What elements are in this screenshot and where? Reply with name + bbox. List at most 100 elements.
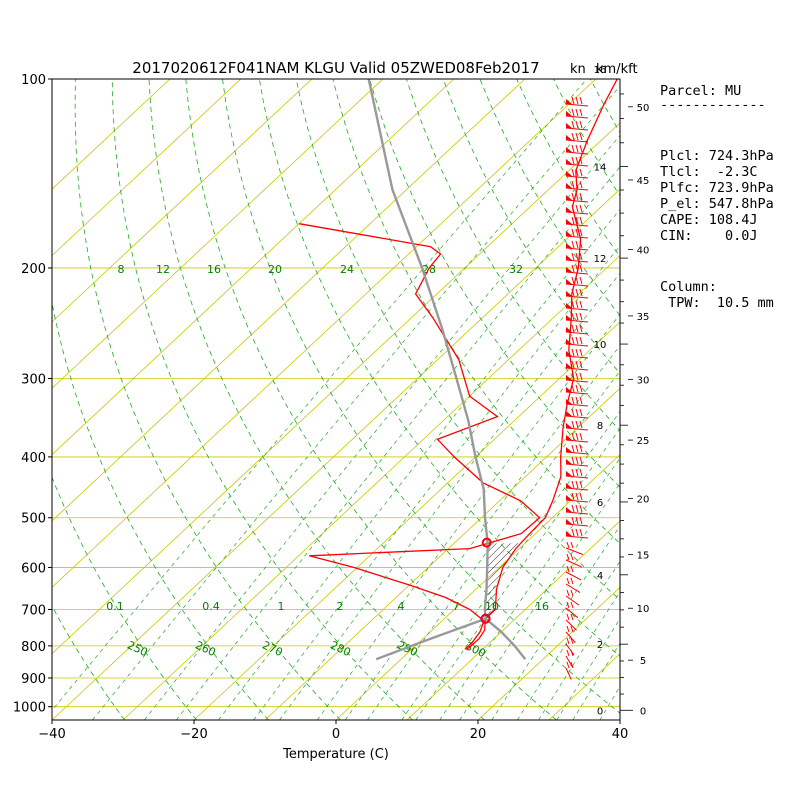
wind-barb: [565, 312, 589, 323]
barb-shaft: [565, 427, 589, 431]
barb-shaft: [565, 439, 589, 443]
barb-shaft: [565, 139, 589, 143]
barb-flag: [566, 231, 572, 236]
barb-feather: [571, 528, 575, 537]
p-tick-label: 900: [21, 672, 46, 687]
barb-flag: [566, 255, 572, 260]
barb-feather: [570, 589, 574, 597]
isotherm: [52, 79, 455, 456]
barb-feather: [571, 120, 575, 129]
parcel-line-plfc: Plfc: 723.9hPa: [660, 180, 774, 196]
barb-feather: [575, 324, 579, 333]
barb-feather: [575, 420, 579, 429]
barb-feather: [575, 504, 579, 513]
wind-barb: [565, 553, 583, 568]
barb-feather: [571, 156, 575, 165]
barb-feather: [571, 132, 575, 141]
parcel-line-tlcl: Tlcl: -2.3C: [660, 164, 758, 180]
barb-feather: [571, 192, 575, 201]
dry-adiabat: [52, 300, 269, 720]
parcel-line-pel: P_el: 547.8hPa: [660, 196, 774, 212]
barb-flag: [566, 363, 572, 368]
kft-label: 15: [637, 550, 650, 561]
height-axis: 0 2 4 6 8 10 12 14 16 0 5 10 15 20 25 30 35 40 45 50: [594, 65, 650, 720]
isotherm: [193, 321, 620, 720]
barb-flag: [566, 471, 572, 476]
barb-shaft: [565, 115, 589, 119]
marker-lfc: [480, 613, 491, 624]
barb-shaft: [565, 571, 582, 581]
grid-labels: 2502602702802903000.10.41247101681216202…: [106, 263, 549, 660]
barb-feather: [570, 637, 574, 645]
barb-flag: [566, 315, 572, 320]
barb-feather: [579, 420, 583, 429]
mixing-ratio-label: 8: [118, 263, 125, 276]
kft-label: 25: [637, 436, 650, 447]
wind-barb: [565, 396, 589, 407]
x-tick-label: −40: [38, 727, 65, 742]
barb-shaft: [565, 343, 589, 347]
barb-feather: [571, 396, 575, 405]
p-tick-label: 1000: [13, 701, 46, 716]
wind-barb: [565, 192, 589, 203]
barb-shaft: [565, 223, 589, 227]
wind-barb: [565, 541, 583, 555]
barb-shaft: [565, 295, 589, 299]
barb-feather: [571, 96, 575, 105]
wind-barb: [565, 649, 574, 668]
barb-flag: [566, 411, 572, 416]
barb-feather: [575, 120, 579, 129]
series-downdraft: [375, 617, 487, 661]
barb-flag: [566, 387, 572, 392]
barb-flag: [566, 171, 572, 176]
wind-barb: [565, 432, 589, 443]
barb-flag: [566, 327, 572, 332]
barb-flag: [566, 147, 572, 152]
barb-feather: [575, 384, 579, 393]
barb-feather: [570, 649, 574, 657]
km-label: 12: [594, 254, 607, 265]
barb-feather: [579, 444, 583, 453]
p-tick-label: 100: [21, 73, 46, 88]
barb-feather: [571, 360, 575, 369]
mixing-ratio-line: [176, 166, 620, 720]
barb-feather: [579, 276, 583, 285]
barb-shaft: [565, 475, 589, 479]
wind-unit-label: kn: [570, 62, 586, 77]
mixing-ratio-label: 4: [398, 600, 405, 613]
barb-feather: [579, 372, 583, 381]
km-label: 2: [597, 640, 603, 651]
isotherm: [122, 254, 620, 720]
mixing-ratio-line: [344, 344, 620, 720]
barb-feather: [575, 264, 579, 273]
barb-shaft: [565, 355, 589, 359]
barb-feather: [575, 432, 579, 441]
barb-feather: [575, 372, 579, 381]
barb-feather: [579, 480, 583, 489]
p-tick-label: 500: [21, 512, 46, 527]
barb-feather: [566, 589, 570, 597]
barb-feather: [570, 577, 574, 585]
barb-feather: [575, 360, 579, 369]
barb-feather: [571, 420, 575, 429]
barb-flag: [566, 483, 572, 488]
barb-feather: [579, 504, 583, 513]
barb-feather: [566, 565, 570, 573]
barb-flag: [566, 519, 572, 524]
barb-flag: [566, 207, 572, 212]
barb-feather: [575, 516, 579, 525]
km-label: 14: [594, 163, 607, 174]
column-info: Column: TPW: 10.5 mm: [660, 279, 774, 311]
wind-barb: [565, 480, 589, 491]
wind-barb: [565, 300, 589, 311]
barb-flag: [566, 495, 572, 500]
wind-barb: [565, 108, 589, 119]
dry-adiabat: [52, 476, 197, 720]
barb-flag: [566, 303, 572, 308]
wind-barb: [565, 613, 577, 631]
axes: −40 −20 0 20 4010020030040050060070080090010…: [13, 73, 628, 742]
parcel-line-cin: CIN: 0.0J: [660, 228, 758, 244]
barb-feather: [575, 192, 579, 201]
barb-feather: [571, 144, 575, 153]
barb-feather: [579, 348, 583, 357]
